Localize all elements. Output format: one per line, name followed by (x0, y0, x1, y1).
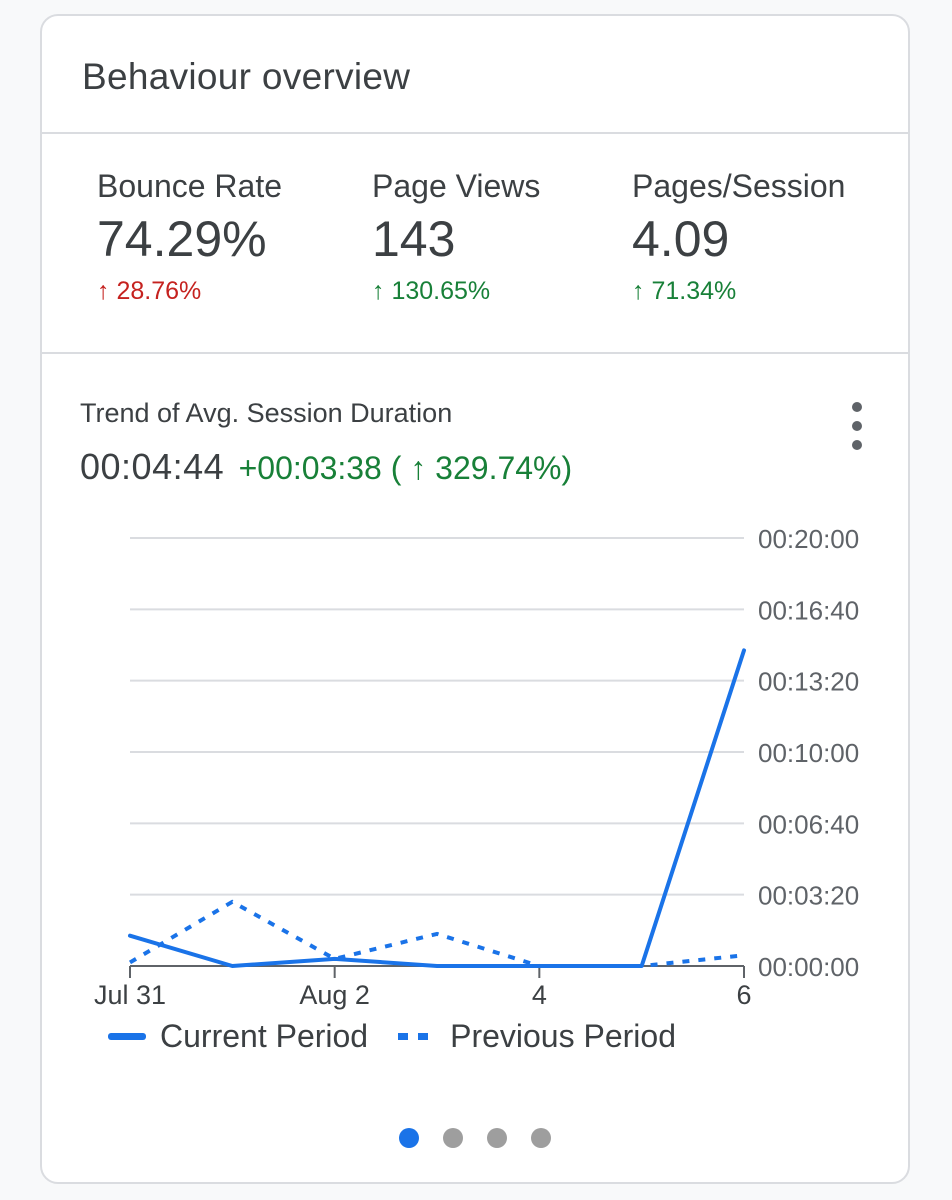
metric-value: 4.09 (632, 211, 730, 267)
metric-value: 143 (372, 211, 456, 267)
y-tick-label: 00:16:40 (758, 595, 859, 625)
more-dot (852, 421, 862, 431)
metrics-row: Bounce Rate 74.29% ↑ 28.76% Page Views 1… (42, 134, 908, 354)
metric-pages-per-session[interactable]: Pages/Session 4.09 ↑ 71.34% (632, 168, 845, 306)
y-tick-label: 00:20:00 (758, 524, 859, 554)
y-tick-label: 00:10:00 (758, 738, 859, 768)
y-tick-label: 00:00:00 (758, 952, 859, 982)
metric-change: ↑ 130.65% (372, 277, 491, 305)
more-dot (852, 402, 862, 412)
legend-label: Previous Period (450, 1018, 676, 1054)
metric-label: Bounce Rate (97, 168, 283, 204)
metric-change: ↑ 28.76% (97, 277, 202, 305)
metric-label: Page Views (372, 168, 541, 204)
chart-legend: Current Period Previous Period (108, 1018, 706, 1055)
pager-dot[interactable] (399, 1128, 419, 1148)
legend-label: Current Period (160, 1018, 369, 1054)
pager-dot[interactable] (443, 1128, 463, 1148)
pager-dot[interactable] (531, 1128, 551, 1148)
legend-swatch-dashed (398, 1033, 437, 1040)
legend-swatch-solid (108, 1033, 146, 1040)
x-tick-label: Jul 31 (94, 980, 166, 1010)
legend-item-current[interactable]: Current Period (108, 1018, 368, 1055)
trend-section: Trend of Avg. Session Duration 00:04:44 … (42, 354, 908, 1180)
pager-dots (42, 1128, 908, 1148)
y-tick-label: 00:03:20 (758, 881, 859, 911)
more-vert-icon[interactable] (842, 402, 872, 450)
metric-bounce-rate[interactable]: Bounce Rate 74.29% ↑ 28.76% (97, 168, 282, 306)
card-title: Behaviour overview (82, 56, 411, 97)
behaviour-overview-card: Behaviour overview Bounce Rate 74.29% ↑ … (40, 14, 910, 1184)
metric-change: ↑ 71.34% (632, 277, 737, 305)
series-line-previous (128, 899, 745, 968)
trend-delta: +00:03:38 ( ↑ 329.74%) (238, 450, 573, 486)
session-duration-chart: 00:00:00 00:03:20 00:06:40 00:10:00 00:13:20… (94, 524, 859, 1010)
trend-value: 00:04:44 (80, 446, 225, 487)
x-tick-label: Aug 2 (299, 980, 370, 1010)
trend-value-row: 00:04:44 +00:03:38 ( ↑ 329.74%) (80, 446, 572, 488)
y-tick-label: 00:06:40 (758, 809, 859, 839)
x-tick-label: 6 (736, 980, 751, 1010)
y-tick-label: 00:13:20 (758, 667, 859, 697)
trend-title: Trend of Avg. Session Duration (80, 398, 453, 428)
more-dot (852, 440, 862, 450)
card-header: Behaviour overview (42, 16, 908, 134)
legend-item-previous[interactable]: Previous Period (398, 1018, 676, 1055)
pager-dot[interactable] (487, 1128, 507, 1148)
metric-label: Pages/Session (632, 168, 846, 204)
series-line-current (128, 648, 746, 968)
metric-value: 74.29% (97, 211, 267, 267)
x-tick-label: 4 (532, 980, 547, 1010)
metric-page-views[interactable]: Page Views 143 ↑ 130.65% (372, 168, 540, 306)
